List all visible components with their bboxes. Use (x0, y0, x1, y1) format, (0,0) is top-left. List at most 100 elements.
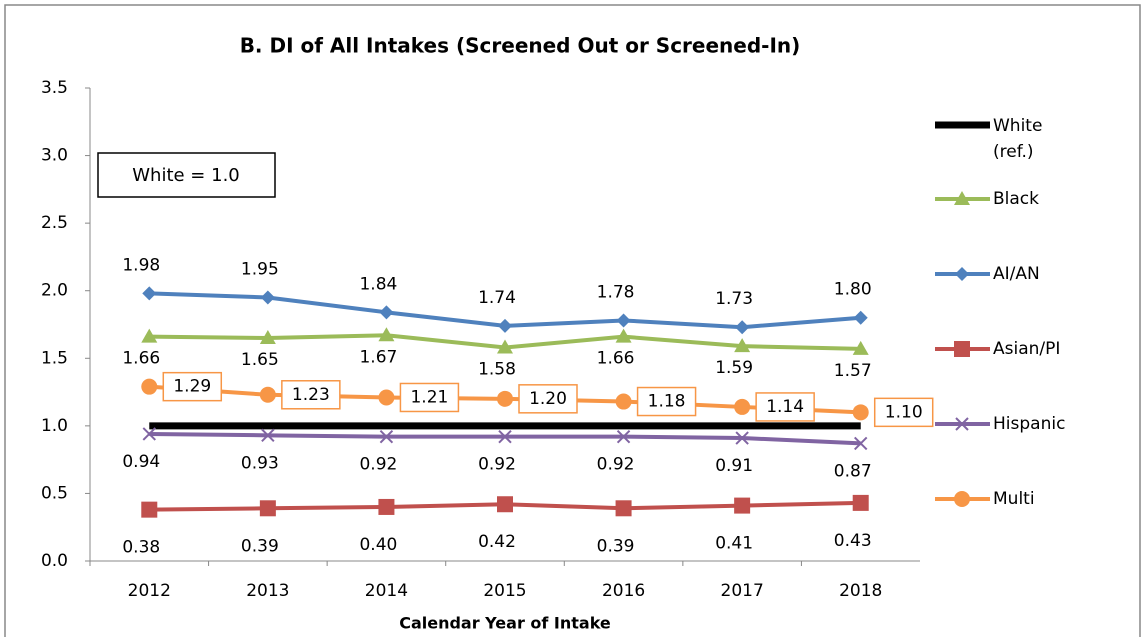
point (497, 339, 513, 354)
legend-marker (955, 267, 969, 281)
annotation: White = 1.0 (132, 165, 240, 186)
value-label: 1.29 (173, 377, 211, 397)
point (142, 427, 156, 441)
point (498, 429, 512, 444)
legend-label: Multi (993, 489, 1035, 509)
value-label: 1.66 (122, 349, 160, 369)
value-label: 0.38 (122, 538, 160, 558)
value-label: 1.23 (292, 385, 330, 405)
value-label: 0.93 (241, 453, 279, 473)
point (852, 404, 869, 421)
value-label: 1.98 (122, 255, 160, 275)
point (259, 500, 276, 517)
value-label: 1.10 (885, 402, 923, 422)
point (378, 327, 395, 342)
value-label: 1.95 (241, 259, 279, 279)
value-label: 1.74 (478, 288, 516, 308)
point (616, 429, 631, 444)
x-tick-label: 2016 (602, 581, 645, 601)
x-tick-label: 2015 (483, 581, 526, 601)
value-label: 0.41 (715, 534, 753, 554)
chart-border (4, 4, 1141, 637)
value-label: 1.67 (359, 347, 397, 367)
point (141, 328, 158, 343)
value-label: 0.43 (834, 531, 872, 551)
point (259, 386, 276, 403)
x-tick-label: 2017 (721, 581, 764, 601)
value-label: 0.92 (478, 455, 516, 475)
value-label: 0.91 (715, 456, 753, 476)
value-label: 1.80 (834, 280, 872, 300)
point (378, 389, 395, 406)
x-axis-label: Calendar Year of Intake (399, 614, 611, 633)
value-label: 1.78 (597, 282, 635, 302)
y-tick-label: 1.5 (41, 348, 68, 368)
value-label: 1.84 (359, 274, 397, 294)
value-label: 1.58 (478, 359, 516, 379)
value-label: 1.14 (766, 397, 804, 417)
point (497, 496, 513, 513)
annotation-box (97, 152, 276, 198)
x-tick-label: 2012 (128, 581, 171, 601)
value-label: 1.73 (715, 289, 753, 309)
value-label: 0.87 (834, 461, 872, 481)
legend-label: White (ref.) (993, 116, 1043, 162)
point (142, 286, 157, 301)
value-label: 1.21 (410, 387, 448, 407)
point (259, 330, 276, 345)
point (734, 398, 751, 415)
legend-marker (955, 417, 969, 431)
legend-label: Asian/PI (993, 339, 1060, 359)
point (854, 436, 868, 451)
value-label: 1.18 (648, 392, 686, 412)
value-label: 0.40 (359, 535, 397, 555)
point (615, 500, 632, 517)
x-tick-label: 2013 (246, 581, 289, 601)
value-label: 0.92 (359, 455, 397, 475)
value-label-box (399, 382, 460, 413)
legend-marker (954, 341, 970, 357)
y-tick-label: 2.5 (41, 213, 68, 233)
y-tick-label: 3.5 (41, 78, 68, 98)
legend-label: AI/AN (993, 264, 1040, 284)
value-label: 0.42 (478, 532, 516, 552)
y-tick-label: 2.0 (41, 281, 68, 301)
value-label: 0.94 (122, 452, 160, 472)
point (853, 310, 868, 325)
point (141, 501, 158, 518)
value-label-box (518, 384, 578, 414)
value-label-box (636, 386, 697, 417)
y-tick-label: 0.0 (41, 551, 68, 571)
legend-marker (954, 191, 970, 205)
point (261, 428, 275, 443)
value-label: 1.20 (529, 389, 567, 409)
point (734, 338, 751, 353)
point (141, 378, 158, 395)
y-tick-label: 0.5 (41, 483, 68, 503)
point (852, 494, 869, 511)
value-label: 1.66 (597, 349, 635, 369)
point (734, 497, 751, 514)
point (378, 498, 395, 515)
point (735, 320, 750, 335)
value-label: 1.59 (715, 358, 753, 378)
point (379, 429, 394, 444)
point (735, 431, 749, 445)
legend-label: Hispanic (993, 414, 1065, 434)
point (260, 290, 275, 305)
value-label-box (162, 371, 223, 402)
point (498, 318, 512, 333)
value-label-box (873, 397, 934, 428)
value-label: 0.92 (597, 455, 635, 475)
legend-label: Black (993, 189, 1039, 209)
x-tick-label: 2018 (839, 581, 882, 601)
y-tick-label: 3.0 (41, 146, 68, 166)
value-label: 0.39 (597, 536, 635, 556)
value-label: 1.57 (834, 361, 872, 381)
x-tick-label: 2014 (365, 581, 408, 601)
point (497, 390, 513, 407)
value-label-box (755, 392, 815, 422)
point (379, 305, 394, 320)
